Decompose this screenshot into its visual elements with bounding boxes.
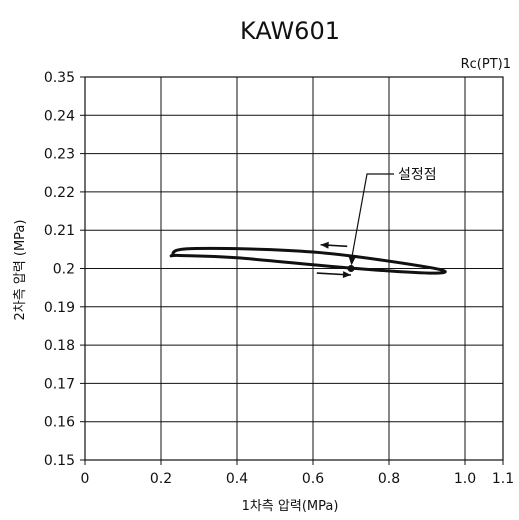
x-tick-label: 1.0	[454, 471, 476, 487]
y-tick-label: 0.18	[44, 338, 75, 354]
y-tick-label: 0.35	[44, 70, 75, 86]
y-tick-label: 0.22	[44, 185, 75, 201]
x-tick-label: 0.6	[302, 471, 324, 487]
x-tick-label: 1.1	[492, 471, 514, 487]
series-layer	[169, 246, 447, 275]
y-axis-label: 2차측 압력 (MPa)	[13, 220, 28, 321]
y-tick-label: 0.19	[44, 300, 75, 316]
grid-layer	[80, 76, 504, 465]
direction-arrow-head	[342, 271, 351, 279]
y-tick-label: 0.24	[44, 108, 75, 124]
y-tick-label: 0.23	[44, 147, 75, 163]
annotation-layer: 설정점	[316, 167, 437, 279]
tick-labels: 0 0.2 0.4 0.6 0.8 1.0 1.1 0.15 0.16 0.17 0.18 0.19 0…	[44, 70, 514, 487]
plot-frame	[84, 76, 504, 461]
x-tick-label: 0	[81, 471, 90, 487]
set-point-arrowhead	[348, 254, 356, 266]
x-axis-label: 1차측 압력(MPa)	[242, 499, 339, 514]
direction-arrow-head	[320, 241, 329, 249]
x-tick-label: 0.4	[226, 471, 248, 487]
set-point-marker	[347, 265, 355, 272]
y-tick-label: 0.15	[44, 453, 75, 469]
port-label: Rc(PT)1	[461, 57, 511, 72]
y-tick-label: 0.21	[44, 223, 75, 239]
y-tick-label: 0.2	[53, 262, 75, 278]
y-tick-label: 0.16	[44, 415, 75, 431]
y-tick-label: 0.17	[44, 376, 75, 392]
set-point-label: 설정점	[398, 167, 437, 183]
x-tick-label: 0.2	[150, 471, 172, 487]
series-line	[169, 246, 447, 275]
chart-title: KAW601	[240, 17, 340, 45]
x-tick-label: 0.8	[378, 471, 400, 487]
set-point-leader	[351, 173, 394, 257]
